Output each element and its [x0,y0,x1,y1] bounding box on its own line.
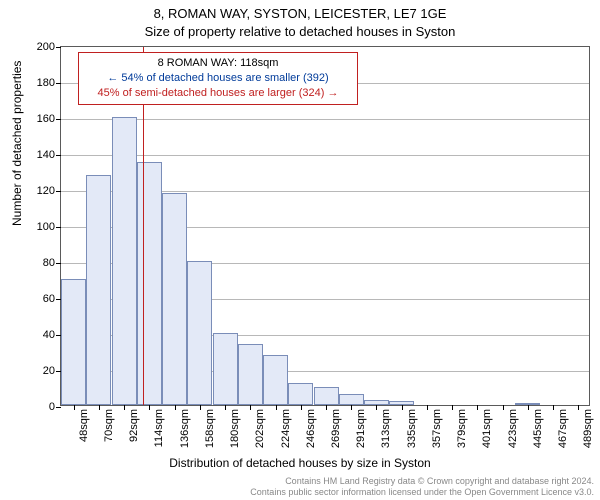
annotation-line-3: 45% of semi-detached houses are larger (… [85,86,351,101]
histogram-bar [263,355,288,405]
y-axis-title: Number of detached properties [10,61,24,226]
histogram-bar [288,383,313,405]
x-tick-label: 423sqm [507,405,519,448]
annotation-line-2: ← 54% of detached houses are smaller (39… [85,71,351,86]
x-tick-label: 467sqm [557,405,569,448]
x-tick-label: 136sqm [179,405,191,448]
annotation-line-1: 8 ROMAN WAY: 118sqm [85,56,351,71]
histogram-bar [238,344,263,405]
y-tick-label: 60 [43,293,61,305]
x-tick-label: 48sqm [78,405,90,442]
x-tick-mark [503,405,504,410]
x-tick-mark [553,405,554,410]
histogram-bar [112,117,137,405]
x-tick-mark [74,405,75,410]
chart-container: 8, ROMAN WAY, SYSTON, LEICESTER, LE7 1GE… [0,0,600,500]
x-tick-label: 401sqm [481,405,493,448]
footer: Contains HM Land Registry data © Crown c… [250,476,594,498]
x-tick-mark [351,405,352,410]
grid-line [61,119,589,120]
x-tick-label: 202sqm [254,405,266,448]
x-axis-title: Distribution of detached houses by size … [0,456,600,470]
x-tick-label: 224sqm [280,405,292,448]
histogram-bar [213,333,238,405]
y-tick-label: 160 [37,113,61,125]
grid-line [61,155,589,156]
x-tick-mark [124,405,125,410]
y-tick-label: 200 [37,41,61,53]
histogram-bar [61,279,86,405]
x-tick-mark [376,405,377,410]
x-tick-mark [276,405,277,410]
histogram-bar [86,175,111,405]
x-tick-label: 489sqm [582,405,594,448]
y-tick-label: 120 [37,185,61,197]
x-tick-mark [225,405,226,410]
x-tick-label: 379sqm [456,405,468,448]
x-tick-mark [301,405,302,410]
x-tick-label: 92sqm [128,405,140,442]
x-tick-mark [578,405,579,410]
x-tick-label: 246sqm [305,405,317,448]
x-tick-mark [477,405,478,410]
x-tick-mark [250,405,251,410]
histogram-bar [314,387,339,405]
x-tick-label: 313sqm [380,405,392,448]
x-tick-label: 70sqm [103,405,115,442]
x-tick-label: 291sqm [355,405,367,448]
x-tick-mark [175,405,176,410]
histogram-bar [137,162,162,405]
x-tick-mark [402,405,403,410]
x-tick-label: 114sqm [153,405,165,447]
page-subtitle: Size of property relative to detached ho… [0,24,600,39]
x-tick-label: 180sqm [229,405,241,448]
x-tick-label: 269sqm [330,405,342,448]
page-title: 8, ROMAN WAY, SYSTON, LEICESTER, LE7 1GE [0,6,600,21]
histogram-bar [162,193,187,405]
x-tick-label: 357sqm [431,405,443,448]
x-tick-label: 445sqm [532,405,544,448]
x-tick-mark [99,405,100,410]
x-tick-mark [427,405,428,410]
footer-line-1: Contains HM Land Registry data © Crown c… [250,476,594,487]
y-tick-label: 100 [37,221,61,233]
histogram-bar [187,261,212,405]
footer-line-2: Contains public sector information licen… [250,487,594,498]
y-tick-label: 20 [43,365,61,377]
annotation-box: 8 ROMAN WAY: 118sqm ← 54% of detached ho… [78,52,358,105]
x-tick-mark [452,405,453,410]
y-tick-label: 80 [43,257,61,269]
x-tick-label: 335sqm [406,405,418,448]
x-tick-mark [528,405,529,410]
x-tick-label: 158sqm [204,405,216,448]
y-tick-label: 180 [37,77,61,89]
x-tick-mark [326,405,327,410]
histogram-bar [339,394,364,405]
x-tick-mark [200,405,201,410]
y-tick-label: 140 [37,149,61,161]
x-tick-mark [149,405,150,410]
y-tick-label: 0 [49,401,61,413]
y-tick-label: 40 [43,329,61,341]
